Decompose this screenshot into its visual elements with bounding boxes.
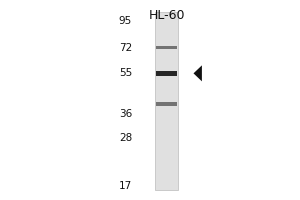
Bar — [156, 46, 177, 49]
Text: 28: 28 — [119, 133, 132, 143]
Text: 72: 72 — [119, 43, 132, 53]
Text: 17: 17 — [119, 181, 132, 191]
Bar — [155, 12, 178, 190]
Text: 55: 55 — [119, 68, 132, 78]
Bar — [156, 71, 177, 76]
Text: 95: 95 — [119, 16, 132, 26]
Polygon shape — [194, 65, 202, 81]
Text: 36: 36 — [119, 109, 132, 119]
Bar — [156, 102, 177, 106]
Text: HL-60: HL-60 — [148, 9, 185, 22]
